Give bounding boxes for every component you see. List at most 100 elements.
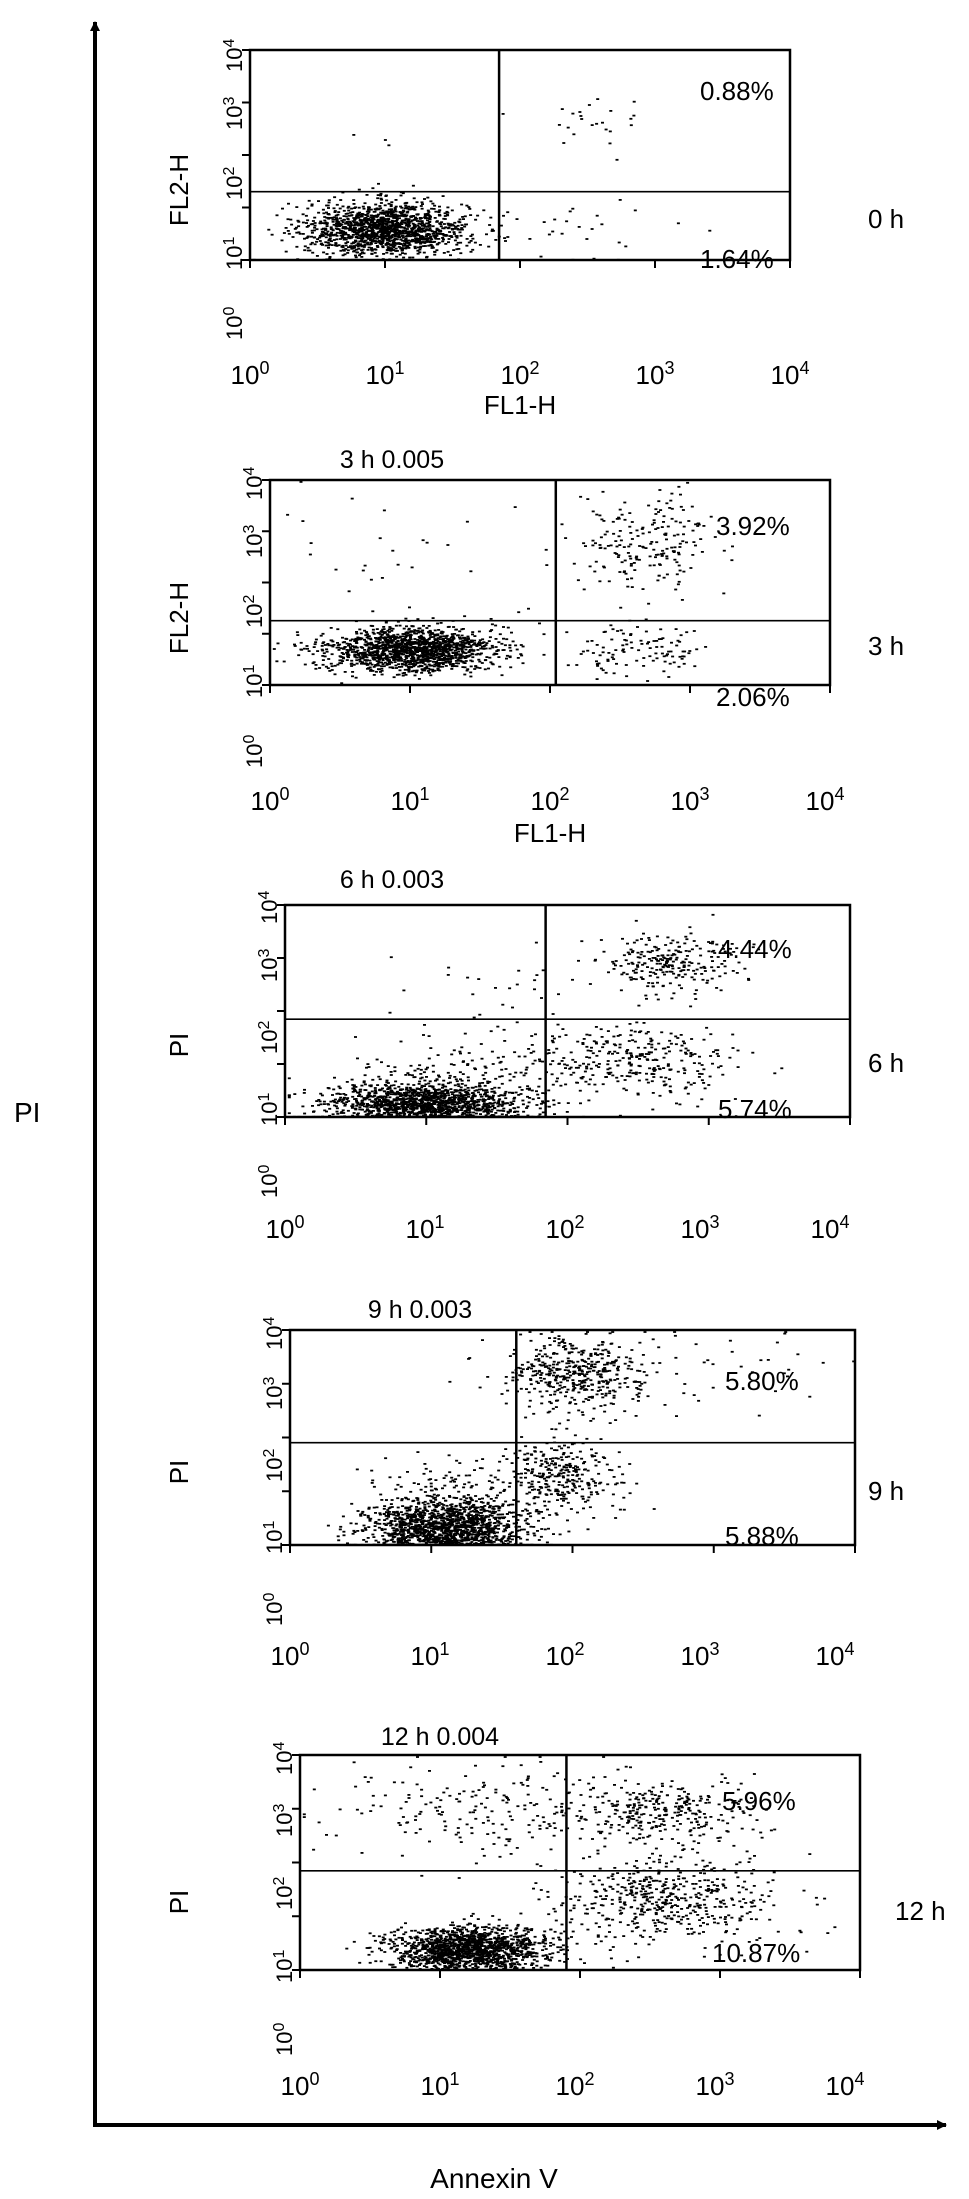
- event-dot: [451, 1107, 455, 1109]
- event-dot: [418, 218, 422, 220]
- event-dot: [457, 1100, 461, 1103]
- event-dot: [572, 562, 576, 565]
- event-dot: [496, 1109, 500, 1112]
- event-dot: [366, 650, 370, 653]
- event-dot: [378, 1100, 382, 1103]
- event-dot: [446, 222, 450, 225]
- event-dot: [366, 667, 369, 670]
- event-dot: [674, 520, 678, 523]
- event-dot: [409, 206, 413, 209]
- event-dot: [311, 223, 315, 225]
- event-dot: [480, 647, 484, 650]
- event-dot: [356, 223, 359, 226]
- event-dot: [431, 1109, 435, 1112]
- event-dot: [395, 654, 399, 656]
- event-dot: [367, 642, 371, 645]
- event-dot: [418, 1115, 422, 1118]
- event-dot: [400, 248, 404, 251]
- event-dot: [404, 636, 408, 638]
- event-dot: [435, 638, 439, 641]
- event-dot: [352, 224, 356, 227]
- event-dot: [371, 1095, 375, 1098]
- event-dot: [443, 1089, 447, 1092]
- event-dot: [416, 246, 420, 249]
- event-dot: [482, 641, 486, 644]
- event-dot: [364, 1113, 368, 1116]
- event-dot: [341, 656, 345, 659]
- event-dot: [435, 664, 439, 667]
- event-dot: [579, 115, 583, 117]
- event-dot: [571, 112, 575, 115]
- event-dot: [378, 205, 382, 207]
- event-dot: [430, 651, 434, 653]
- event-dot: [678, 546, 682, 548]
- event-dot: [342, 1102, 346, 1105]
- event-dot: [428, 649, 432, 651]
- event-dot: [388, 231, 392, 233]
- event-dot: [370, 648, 374, 651]
- event-dot: [427, 211, 431, 213]
- event-dot: [396, 633, 400, 636]
- event-dot: [301, 1105, 305, 1108]
- event-dots: [272, 481, 734, 686]
- event-dot: [310, 204, 314, 207]
- event-dot: [377, 647, 381, 650]
- event-dot: [560, 232, 564, 235]
- event-dot: [342, 215, 346, 217]
- event-dot: [602, 566, 606, 569]
- event-dot: [399, 221, 403, 224]
- event-dot: [615, 518, 619, 520]
- event-dot: [568, 210, 572, 213]
- event-dot: [481, 1105, 485, 1108]
- event-dot: [595, 214, 599, 217]
- event-dot: [435, 656, 439, 659]
- event-dot: [370, 221, 373, 224]
- event-dot: [349, 222, 353, 225]
- event-dot: [409, 633, 413, 636]
- event-dot: [376, 640, 380, 643]
- event-dot: [460, 203, 464, 206]
- event-dot: [610, 638, 614, 641]
- event-dot: [539, 1102, 543, 1105]
- event-dot: [419, 1112, 423, 1115]
- event-dot: [404, 1106, 408, 1109]
- event-dot: [464, 1084, 468, 1087]
- event-dot: [376, 231, 380, 234]
- event-dot: [353, 651, 357, 653]
- event-dot: [490, 1090, 494, 1093]
- event-dot: [380, 667, 384, 670]
- event-dot: [508, 1104, 512, 1106]
- event-dot: [680, 599, 684, 601]
- event-dot: [395, 1111, 399, 1113]
- event-dot: [328, 243, 332, 246]
- event-dot: [415, 654, 419, 657]
- event-dot: [370, 253, 374, 255]
- event-dot: [460, 1094, 464, 1097]
- event-dot: [635, 558, 639, 561]
- event-dot: [504, 1115, 508, 1118]
- event-dot: [628, 555, 632, 558]
- event-dot: [352, 1115, 356, 1118]
- event-dot: [446, 1101, 450, 1104]
- event-dot: [386, 1099, 390, 1102]
- event-dot: [420, 241, 424, 244]
- event-dot: [383, 139, 387, 141]
- event-dot: [426, 214, 430, 217]
- event-dot: [355, 248, 359, 251]
- event-dot: [403, 219, 407, 222]
- event-dot: [363, 649, 367, 651]
- event-dot: [354, 642, 358, 644]
- event-dot: [320, 242, 324, 245]
- event-dot: [438, 655, 442, 658]
- time-label: 3 h: [868, 631, 904, 661]
- event-dot: [525, 1107, 529, 1109]
- event-dot: [418, 251, 422, 254]
- event-dot: [628, 525, 632, 528]
- event-dot: [376, 194, 380, 196]
- event-dot: [378, 645, 382, 647]
- event-dot: [460, 224, 464, 226]
- event-dot: [317, 1115, 320, 1118]
- event-dot: [312, 1110, 316, 1113]
- event-dot: [521, 1115, 525, 1118]
- event-dot: [281, 207, 284, 210]
